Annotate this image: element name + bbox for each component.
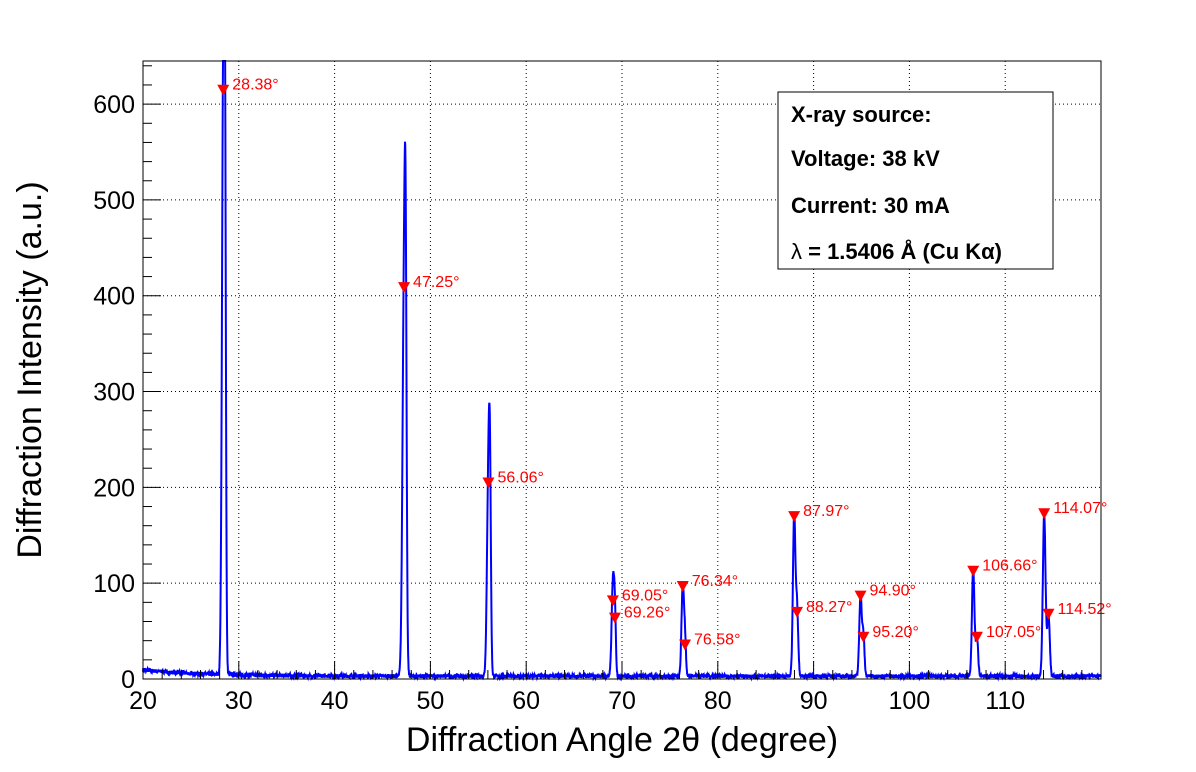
x-tick-label: 90: [800, 687, 828, 715]
y-tick-label: 100: [93, 570, 135, 598]
peak-marker: [857, 631, 870, 643]
axis-ticks: [142, 65, 1102, 680]
peak-label: 88.27°: [806, 599, 852, 616]
peak-label: 28.38°: [232, 77, 278, 94]
x-tick-label: 50: [416, 687, 444, 715]
peak-label: 76.58°: [694, 631, 740, 648]
x-tick-label: 20: [129, 687, 157, 715]
x-tick-label: 80: [704, 687, 732, 715]
peak-label: 76.34°: [692, 573, 738, 590]
peak-marker: [1042, 608, 1055, 620]
y-tick-label: 200: [93, 474, 135, 502]
peak-marker: [398, 282, 411, 294]
peak-marker: [676, 581, 689, 593]
y-tick-label: 600: [93, 91, 135, 119]
x-tick-label: 70: [608, 687, 636, 715]
peak-label: 69.26°: [624, 605, 670, 622]
peak-marker: [217, 84, 230, 96]
peak-marker: [854, 590, 867, 602]
y-tick-label: 400: [93, 283, 135, 311]
x-tick-label: 110: [985, 687, 1025, 715]
x-tick-label: 30: [225, 687, 253, 715]
grid: [143, 61, 1101, 679]
tick-labels: 20 30 40 50 60 70 80 90 100 110 0 100 200 300 400 500 60…: [93, 91, 1025, 715]
peak-marker: [967, 565, 980, 577]
peak-label: 47.25°: [413, 274, 459, 291]
legend-frame: [777, 91, 1054, 270]
peak-marker: [1038, 508, 1051, 520]
legend-line: X-ray source:: [791, 102, 932, 127]
legend-line: Voltage: 38 kV: [791, 146, 940, 171]
x-tick-label: 60: [512, 687, 540, 715]
peak-label: 94.90°: [870, 583, 916, 600]
peak-label: 69.05°: [622, 587, 668, 604]
y-tick-label: 500: [93, 187, 135, 215]
peak-label: 87.97°: [803, 503, 849, 520]
peak-label: 56.06°: [497, 470, 543, 487]
peak-marker: [606, 595, 619, 607]
peak-marker: [788, 511, 801, 523]
x-axis-title: Diffraction Angle 2θ (degree): [406, 721, 838, 759]
x-tick-label: 100: [889, 687, 931, 715]
x-tick-label: 40: [321, 687, 349, 715]
legend-line: λ = 1.5406 Å (Cu Kα): [791, 238, 1002, 264]
peak-label: 114.52°: [1058, 601, 1112, 618]
peak-markers: 28.38° 47.25° 56.06° 69.05°69.26° 76.34° 76.5…: [217, 77, 1112, 651]
y-axis-title: Diffraction Intensity (a.u.): [11, 181, 49, 558]
y-tick-label: 300: [93, 379, 135, 407]
peak-marker: [679, 639, 692, 651]
peak-marker: [608, 612, 621, 624]
peak-marker: [482, 477, 495, 489]
legend-line: Current: 30 mA: [791, 193, 950, 218]
peak-label: 114.07°: [1053, 500, 1107, 517]
peak-label: 107.05°: [986, 624, 1041, 641]
peak-label: 106.66°: [982, 558, 1037, 575]
y-tick-label: 0: [121, 666, 135, 694]
legend-box: X-ray source: Voltage: 38 kV Current: 30…: [777, 91, 1054, 270]
peak-marker: [970, 631, 983, 643]
peak-label: 95.20°: [872, 624, 918, 641]
peak-marker: [791, 606, 804, 618]
